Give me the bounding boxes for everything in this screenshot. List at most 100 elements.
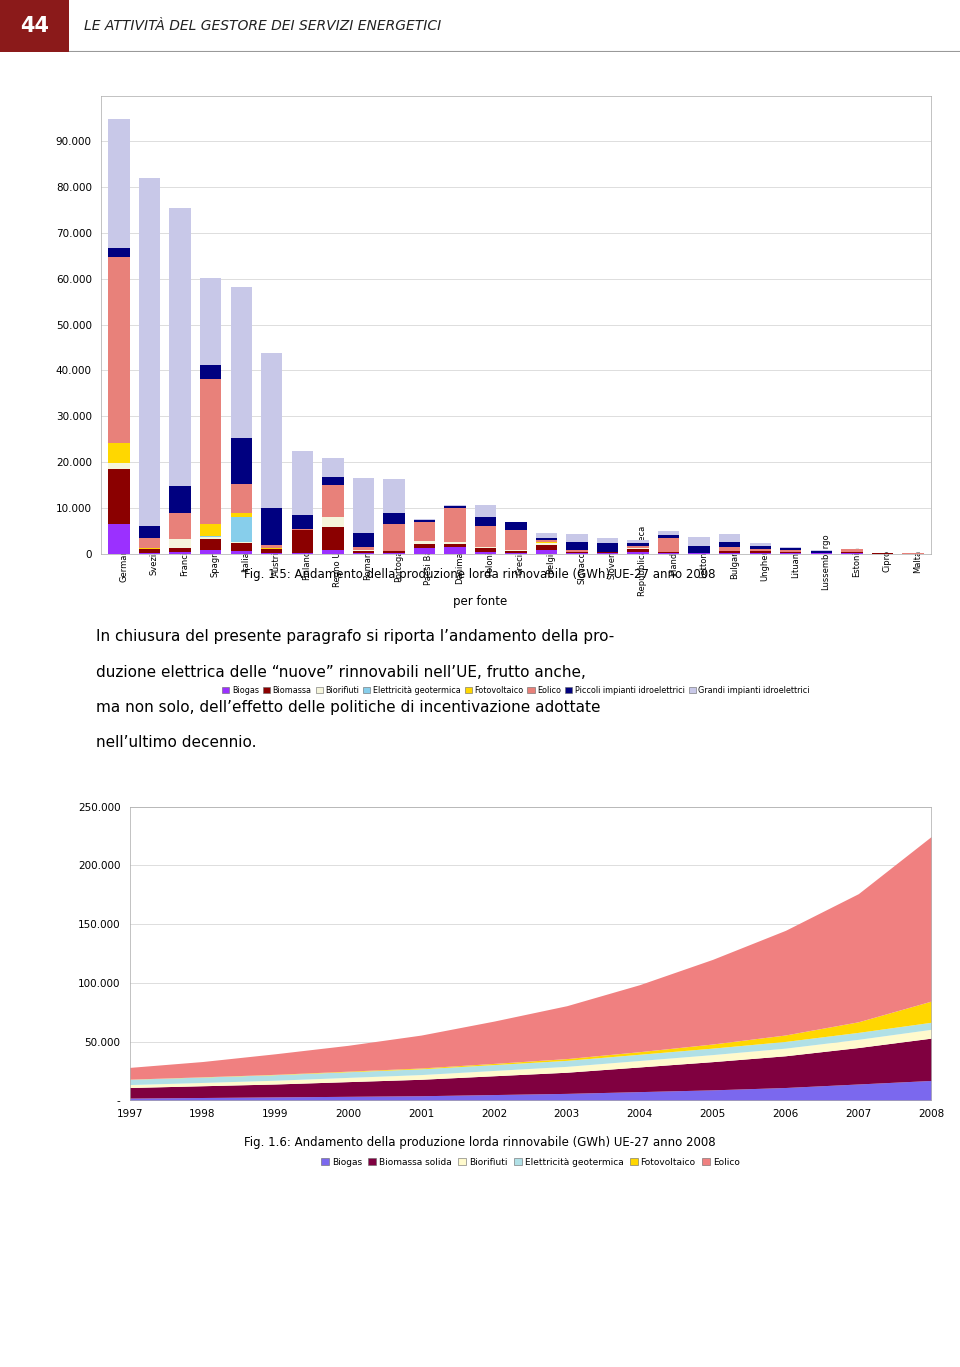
- Bar: [719, 534, 740, 543]
- Bar: [261, 545, 282, 548]
- Bar: [688, 545, 709, 552]
- Text: per fonte: per fonte: [453, 595, 507, 607]
- Bar: [352, 533, 374, 547]
- Text: In chiusura del presente paragrafo si riporta l’andamento della pro-: In chiusura del presente paragrafo si ri…: [96, 629, 614, 644]
- Bar: [444, 544, 466, 547]
- Bar: [108, 443, 130, 463]
- Bar: [139, 179, 160, 526]
- Bar: [628, 540, 649, 544]
- Bar: [323, 550, 344, 554]
- Bar: [628, 547, 649, 548]
- Bar: [750, 551, 771, 552]
- Bar: [383, 513, 404, 524]
- Bar: [261, 509, 282, 545]
- Bar: [323, 477, 344, 485]
- Bar: [170, 513, 191, 539]
- Text: Fig. 1.5: Andamento della produzione lorda rinnovabile (GWh) UE-27 anno 2008: Fig. 1.5: Andamento della produzione lor…: [244, 567, 716, 581]
- Legend: Biogas, Biomassa solida, Biorifìuti, Elettricità geotermica, Fotovoltaico, Eolic: Biogas, Biomassa solida, Biorifìuti, Ele…: [321, 1158, 740, 1167]
- Bar: [230, 484, 252, 514]
- FancyBboxPatch shape: [0, 0, 69, 52]
- Bar: [444, 543, 466, 544]
- Bar: [323, 518, 344, 526]
- Bar: [414, 522, 435, 540]
- Bar: [810, 551, 832, 552]
- Bar: [841, 550, 862, 552]
- Bar: [566, 552, 588, 554]
- Bar: [475, 517, 496, 526]
- Bar: [628, 548, 649, 552]
- Bar: [230, 517, 252, 541]
- Bar: [139, 526, 160, 537]
- Bar: [566, 543, 588, 551]
- Bar: [566, 534, 588, 543]
- Legend: Biogas, Biomassa, Biorifìuti, Elettricità geotermica, Fotovoltaico, Eolico, Picc: Biogas, Biomassa, Biorifìuti, Elettricit…: [222, 686, 810, 694]
- Bar: [444, 547, 466, 554]
- Bar: [108, 257, 130, 443]
- Bar: [292, 515, 313, 529]
- Bar: [505, 522, 527, 530]
- Bar: [719, 543, 740, 547]
- Bar: [536, 543, 557, 545]
- Bar: [658, 539, 680, 552]
- Bar: [505, 551, 527, 554]
- Bar: [200, 379, 222, 524]
- Bar: [597, 539, 618, 544]
- Bar: [475, 552, 496, 554]
- Bar: [108, 247, 130, 257]
- Bar: [200, 537, 222, 539]
- Bar: [658, 534, 680, 539]
- Bar: [261, 353, 282, 509]
- Bar: [230, 437, 252, 484]
- Bar: [170, 539, 191, 548]
- Bar: [444, 509, 466, 543]
- Bar: [780, 547, 802, 548]
- Bar: [597, 544, 618, 552]
- Bar: [536, 545, 557, 551]
- Bar: [414, 544, 435, 548]
- Bar: [719, 547, 740, 551]
- Bar: [200, 278, 222, 365]
- Bar: [323, 526, 344, 550]
- Bar: [230, 287, 252, 437]
- Bar: [536, 540, 557, 543]
- Bar: [444, 506, 466, 509]
- Bar: [108, 463, 130, 469]
- Bar: [780, 548, 802, 551]
- Bar: [414, 518, 435, 519]
- Bar: [108, 524, 130, 554]
- Bar: [230, 543, 252, 551]
- Bar: [475, 526, 496, 547]
- Bar: [475, 548, 496, 552]
- Bar: [108, 469, 130, 524]
- Bar: [261, 550, 282, 552]
- Bar: [536, 537, 557, 540]
- Bar: [688, 536, 709, 545]
- Bar: [383, 478, 404, 513]
- Bar: [170, 548, 191, 552]
- Bar: [566, 551, 588, 552]
- Bar: [352, 478, 374, 533]
- Bar: [139, 550, 160, 552]
- Bar: [536, 551, 557, 554]
- Bar: [200, 365, 222, 379]
- Bar: [719, 551, 740, 554]
- Bar: [414, 541, 435, 544]
- Bar: [475, 506, 496, 517]
- Bar: [505, 530, 527, 550]
- Bar: [108, 119, 130, 247]
- Bar: [170, 485, 191, 513]
- Bar: [414, 519, 435, 522]
- Bar: [230, 551, 252, 554]
- Bar: [628, 544, 649, 547]
- Bar: [658, 532, 680, 534]
- Bar: [200, 524, 222, 536]
- Text: Fig. 1.6: Andamento della produzione lorda rinnovabile (GWh) UE-27 anno 2008: Fig. 1.6: Andamento della produzione lor…: [244, 1136, 716, 1148]
- Text: ma non solo, dell’effetto delle politiche di incentivazione adottate: ma non solo, dell’effetto delle politich…: [96, 700, 601, 715]
- Bar: [628, 552, 649, 554]
- Bar: [323, 458, 344, 477]
- Text: nell’ultimo decennio.: nell’ultimo decennio.: [96, 735, 256, 750]
- Bar: [810, 550, 832, 551]
- Bar: [170, 209, 191, 485]
- Bar: [323, 485, 344, 517]
- Text: 44: 44: [20, 16, 49, 36]
